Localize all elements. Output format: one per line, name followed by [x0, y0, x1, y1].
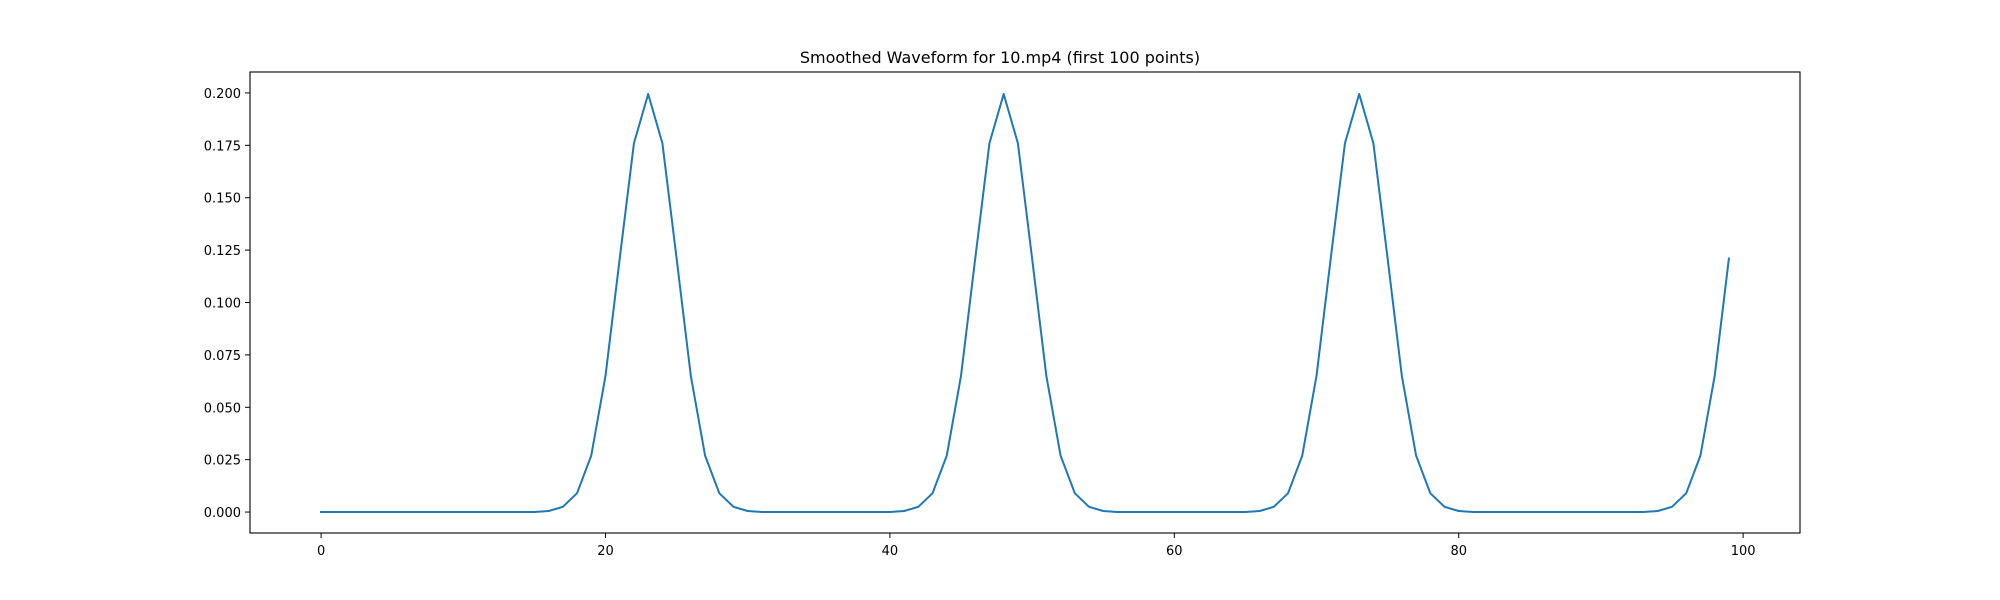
y-axis-ticks: 0.000 0.025 0.050 0.075 0.100 0.125 0.150 0.175… [204, 87, 250, 521]
x-axis-ticks: 0 20 40 60 80 100 [317, 533, 1756, 559]
x-tick-label: 60 [1166, 544, 1183, 559]
x-tick-label: 80 [1450, 544, 1467, 559]
y-tick-label: 0.150 [204, 192, 241, 207]
y-tick-label: 0.200 [204, 87, 241, 102]
y-tick-label: 0.025 [204, 454, 241, 469]
y-tick-label: 0.000 [204, 506, 241, 521]
x-tick-label: 20 [597, 544, 614, 559]
y-tick-label: 0.125 [204, 244, 241, 259]
x-tick-label: 40 [882, 544, 899, 559]
x-tick-label: 0 [317, 544, 325, 559]
plot-area-frame [249, 71, 1801, 534]
y-tick-label: 0.075 [204, 349, 241, 364]
x-tick-label: 100 [1731, 544, 1756, 559]
chart-title: Smoothed Waveform for 10.mp4 (first 100 … [800, 48, 1200, 67]
y-tick-label: 0.100 [204, 297, 241, 312]
waveform-points [321, 93, 1729, 513]
waveform-line [320, 93, 1731, 514]
y-tick-label: 0.050 [204, 401, 241, 416]
y-tick-label: 0.175 [204, 139, 241, 154]
